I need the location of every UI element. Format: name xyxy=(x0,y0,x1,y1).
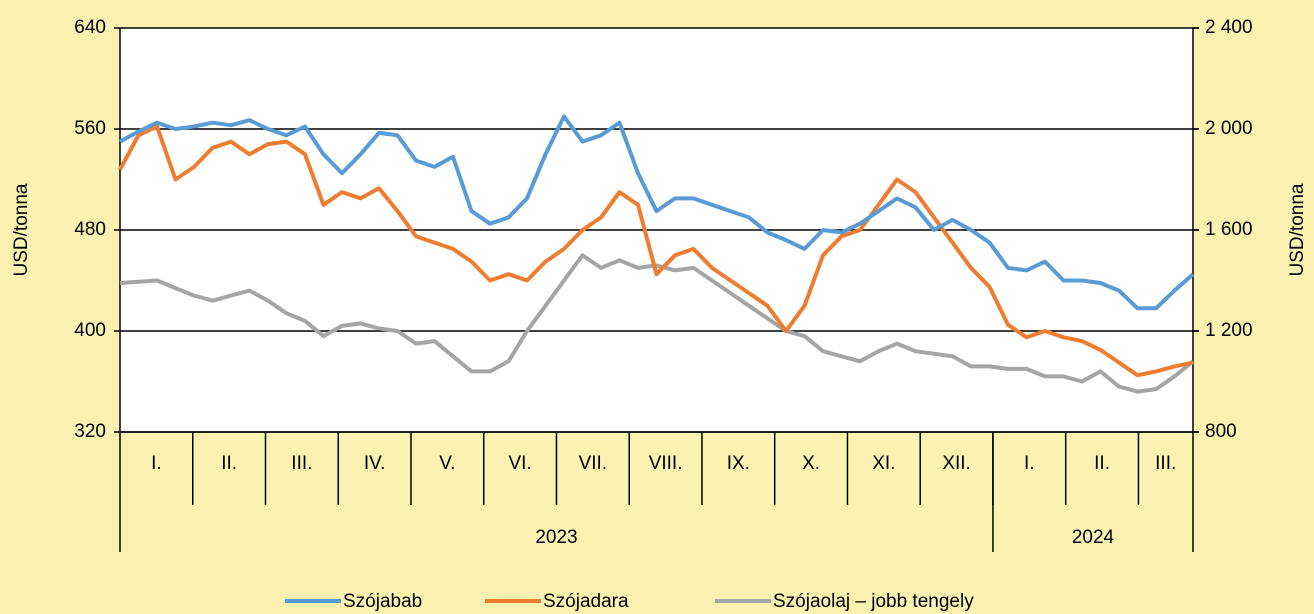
month-label: XI. xyxy=(872,453,895,474)
month-label: VII. xyxy=(579,453,608,474)
y-tick-label: 640 xyxy=(74,17,106,38)
series-line xyxy=(118,124,1194,378)
y-tick-label: 480 xyxy=(74,219,106,240)
month-label: I. xyxy=(151,453,162,474)
y-tick-label: 560 xyxy=(74,118,106,139)
month-label: III. xyxy=(291,453,312,474)
month-label: IV. xyxy=(364,453,386,474)
legend-label: Szójadara xyxy=(543,591,629,612)
y-axis-label: USD/tonna xyxy=(11,183,32,276)
month-label: X. xyxy=(802,453,820,474)
y2-tick-label: 800 xyxy=(1205,421,1237,442)
month-label: VIII. xyxy=(649,453,683,474)
y2-tick-label: 2 400 xyxy=(1205,17,1253,38)
year-label: 2023 xyxy=(535,527,577,548)
y-tick-label: 400 xyxy=(74,320,106,341)
series-line xyxy=(119,114,1195,311)
month-label: XII. xyxy=(942,453,971,474)
year-label: 2024 xyxy=(1072,527,1115,548)
month-label: IX. xyxy=(727,453,750,474)
month-label: VI. xyxy=(508,453,531,474)
y2-tick-label: 1 200 xyxy=(1205,320,1253,341)
month-label: III. xyxy=(1155,453,1176,474)
month-label: II. xyxy=(1094,453,1110,474)
y-tick-label: 320 xyxy=(74,421,106,442)
y2-tick-label: 2 000 xyxy=(1205,118,1253,139)
legend-label: Szójaolaj – jobb tengely xyxy=(773,591,974,612)
legend-label: Szójabab xyxy=(343,591,422,612)
y2-axis-label: USD/tonna xyxy=(1287,183,1308,276)
month-label: V. xyxy=(439,453,455,474)
month-label: I. xyxy=(1024,453,1035,474)
y2-tick-label: 1 600 xyxy=(1205,219,1253,240)
series-line xyxy=(119,253,1195,394)
month-label: II. xyxy=(221,453,237,474)
